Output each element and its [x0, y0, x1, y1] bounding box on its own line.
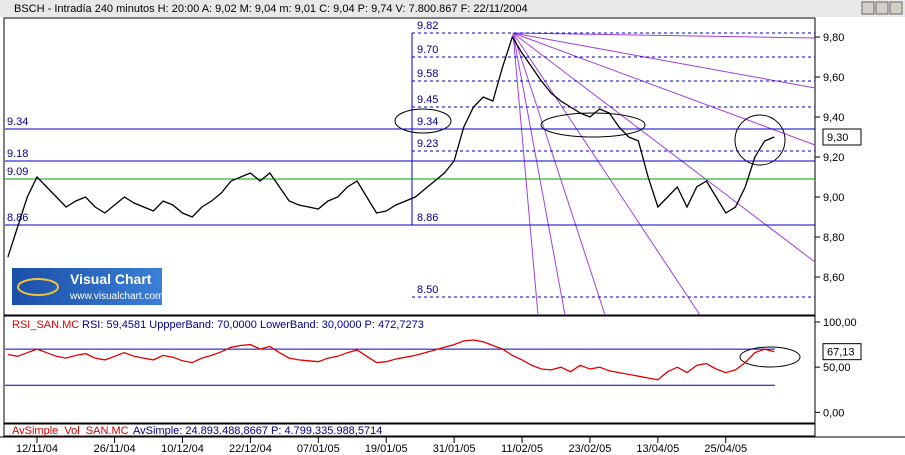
last-value-label: 67,13 — [827, 347, 855, 359]
fan-line — [512, 32, 566, 316]
volume-panel — [3, 423, 816, 437]
rsi-header: RSI: 59,4581 UppperBand: 70,0000 LowerBa… — [82, 319, 424, 331]
y-tick-label: 8,80 — [823, 232, 844, 244]
fib-label: 9.58 — [417, 68, 438, 80]
ellipse — [394, 108, 452, 134]
fan-line — [512, 32, 539, 316]
ellipse — [739, 346, 801, 368]
y-tick-label: 0,00 — [823, 407, 844, 419]
fib-label: 8.86 — [417, 212, 438, 224]
fib-label: 9.45 — [417, 94, 438, 106]
rsi-panel — [3, 315, 816, 424]
series-line — [7, 35, 775, 258]
fib-label: 9.34 — [417, 116, 438, 128]
x-tick-label: 11/02/05 — [501, 443, 543, 455]
fib-label: 9.70 — [417, 44, 438, 56]
y-tick-label: 9,80 — [823, 32, 844, 44]
window-buttons[interactable] — [861, 1, 903, 15]
level-label: 9.09 — [7, 166, 28, 178]
x-tick-label: 22/12/04 — [229, 443, 272, 455]
level-label: 9.34 — [7, 116, 28, 128]
last-value-box — [822, 343, 862, 361]
y-tick-label: 50,00 — [823, 362, 851, 374]
title-bar — [0, 0, 905, 17]
fib-label: 9.23 — [417, 138, 438, 150]
y-tick-label: 8,60 — [823, 272, 844, 284]
logo-url: www.visualchart.com — [69, 291, 163, 302]
x-tick-label: 19/01/05 — [365, 443, 408, 455]
fan-lines — [512, 32, 816, 316]
fan-line — [512, 32, 606, 316]
level-label: 8.86 — [7, 212, 28, 224]
ellipse — [540, 112, 646, 138]
logo-swoosh — [17, 278, 59, 296]
x-tick-label: 13/04/05 — [636, 443, 679, 455]
x-tick-label: 12/11/04 — [16, 443, 58, 455]
level-label: 9.18 — [7, 148, 28, 160]
fib-label: 8.50 — [417, 284, 438, 296]
rsi-name: RSI_SAN.MC — [12, 319, 79, 331]
fan-line — [512, 32, 816, 146]
x-tick-label: 23/02/05 — [569, 443, 612, 455]
x-tick-label: 25/04/05 — [704, 443, 747, 455]
fan-line — [512, 32, 816, 39]
last-value-box — [822, 128, 862, 146]
y-tick-label: 9,60 — [823, 72, 844, 84]
close-button[interactable] — [889, 1, 903, 15]
x-tick-label: 26/11/04 — [94, 443, 136, 455]
y-tick-label: 9,00 — [823, 192, 844, 204]
series-line — [7, 339, 775, 381]
y-tick-label: 100,00 — [823, 317, 857, 329]
logo-name: Visual Chart — [70, 271, 152, 287]
ellipse — [734, 114, 786, 166]
logo-box — [12, 268, 162, 305]
y-tick-label: 9,20 — [823, 152, 844, 164]
x-tick-label: 31/01/05 — [433, 443, 476, 455]
minimize-button[interactable] — [861, 1, 875, 15]
volume-header: AvSimple: 24.893.488,8667 P: 4.799.335.9… — [133, 425, 382, 437]
y-tick-label: 9,40 — [823, 112, 844, 124]
fib-label: 9.82 — [417, 20, 438, 32]
fan-line — [512, 32, 701, 316]
window-title: BSCH - Intradía 240 minutos H: 20:00 A: … — [14, 3, 528, 15]
annotations — [394, 108, 801, 368]
price-panel — [3, 17, 816, 316]
maximize-button[interactable] — [875, 1, 889, 15]
x-tick-label: 07/01/05 — [297, 443, 340, 455]
fan-line — [512, 32, 816, 89]
fan-line — [512, 32, 816, 263]
last-value-label: 9,30 — [827, 132, 848, 144]
volume-name: AvSimple_Vol_SAN.MC — [12, 425, 129, 437]
x-tick-label: 10/12/04 — [161, 443, 204, 455]
